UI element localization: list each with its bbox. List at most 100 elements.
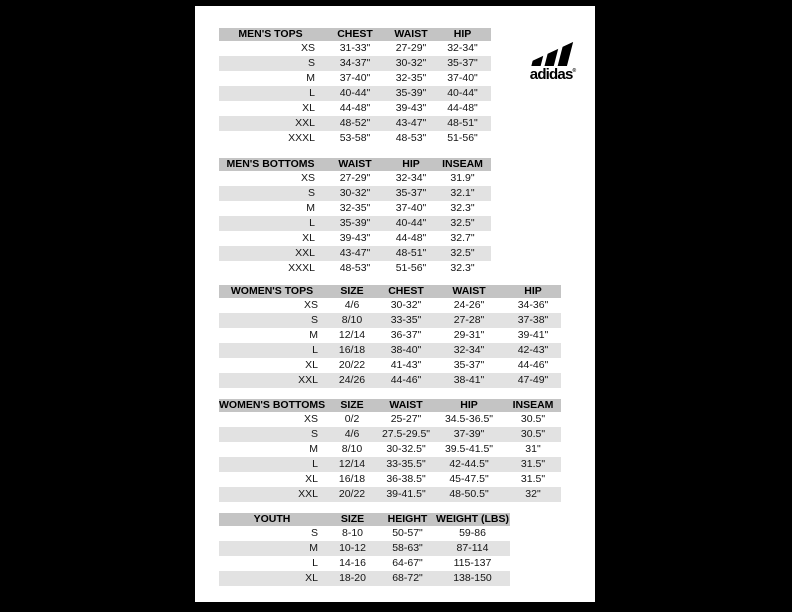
value-cell: 53-58" xyxy=(339,133,371,144)
value-cell: 32.3" xyxy=(450,263,475,274)
size-cell: S xyxy=(310,315,318,326)
value-cell: 37-40" xyxy=(395,203,427,214)
value-cell: 34-36" xyxy=(517,300,549,311)
header-cell: WAIST xyxy=(338,159,372,170)
header-cell: WOMEN'S TOPS xyxy=(230,286,314,297)
value-cell: 18-20 xyxy=(339,573,366,584)
registered-trademark-symbol: ® xyxy=(572,68,577,74)
header-cell: MEN'S TOPS xyxy=(238,29,303,40)
header-cell: WAIST xyxy=(394,29,428,40)
table-row: S 34-37" 30-32" 35-37" xyxy=(219,56,491,71)
value-cell: 48-53" xyxy=(339,263,371,274)
header-cell: HIP xyxy=(453,29,472,40)
table-row: XS 4/6 30-32" 24-26" 34-36" xyxy=(219,298,561,313)
value-cell: 44-48" xyxy=(447,103,478,114)
table-row: XS 27-29" 32-34" 31.9" xyxy=(219,171,491,186)
size-cell: S xyxy=(310,429,318,440)
value-cell: 40-44" xyxy=(447,88,478,99)
header-cell: HIP xyxy=(460,400,478,411)
value-cell: 31" xyxy=(525,444,541,455)
size-cell: XL xyxy=(305,474,318,485)
value-cell: 20/22 xyxy=(338,360,366,371)
value-cell: 64-67" xyxy=(392,558,423,569)
value-cell: 31.5" xyxy=(520,459,546,470)
table-row: XXXL 53-58" 48-53" 51-56" xyxy=(219,131,491,146)
size-cell: S xyxy=(310,528,318,539)
adidas-logo: adidas® xyxy=(525,42,581,82)
size-cell: M xyxy=(309,330,318,341)
value-cell: 48-52" xyxy=(339,118,371,129)
value-cell: 59-86 xyxy=(459,528,486,539)
table-row: M 37-40" 32-35" 37-40" xyxy=(219,71,491,86)
value-cell: 48-50.5" xyxy=(449,489,489,500)
value-cell: 32.5" xyxy=(450,218,475,229)
value-cell: 48-51" xyxy=(395,248,427,259)
adidas-wordmark: adidas® xyxy=(525,67,581,82)
value-cell: 45-47.5" xyxy=(449,474,489,485)
value-cell: 8/10 xyxy=(341,444,363,455)
brand-name: adidas xyxy=(529,66,574,83)
value-cell: 58-63" xyxy=(392,543,423,554)
table-row: S 8-10 50-57" 59-86 xyxy=(219,526,510,541)
value-cell: 30-32" xyxy=(395,58,427,69)
size-cell: S xyxy=(307,58,315,69)
value-cell: 115-137 xyxy=(453,558,492,569)
youth-header-row: YOUTH SIZE HEIGHT WEIGHT (LBS) xyxy=(219,513,510,526)
size-cell: S xyxy=(307,188,315,199)
value-cell: 35-39" xyxy=(395,88,427,99)
table-row: XL 44-48" 39-43" 44-48" xyxy=(219,101,491,116)
table-row: M 10-12 58-63" 87-114 xyxy=(219,541,510,556)
value-cell: 10-12 xyxy=(339,543,366,554)
size-cell: L xyxy=(312,459,318,470)
womens-tops-table: WOMEN'S TOPS SIZE CHEST WAIST HIP XS 4/6 30-32"… xyxy=(219,285,561,388)
size-cell: M xyxy=(309,543,318,554)
womens-bottoms-header-row: WOMEN'S BOTTOMS SIZE WAIST HIP INSEAM xyxy=(219,399,561,412)
size-cell: XXL xyxy=(295,118,315,129)
table-row: L 16/18 38-40" 32-34" 42-43" xyxy=(219,343,561,358)
value-cell: 40-44" xyxy=(339,88,371,99)
mens-bottoms-table: MEN'S BOTTOMS WAIST HIP INSEAM XS 27-29" 32-34… xyxy=(219,158,491,276)
size-cell: XXL xyxy=(298,375,318,386)
value-cell: 44-48" xyxy=(339,103,371,114)
value-cell: 43-47" xyxy=(395,118,427,129)
size-cell: L xyxy=(309,218,315,229)
value-cell: 42-44.5" xyxy=(449,459,489,470)
size-cell: M xyxy=(306,73,315,84)
table-row: XL 20/22 41-43" 35-37" 44-46" xyxy=(219,358,561,373)
value-cell: 16/18 xyxy=(338,345,366,356)
value-cell: 37-40" xyxy=(339,73,371,84)
value-cell: 30-32" xyxy=(390,300,422,311)
table-row: L 14-16 64-67" 115-137 xyxy=(219,556,510,571)
value-cell: 33-35.5" xyxy=(386,459,426,470)
table-row: XXL 20/22 39-41.5" 48-50.5" 32" xyxy=(219,487,561,502)
size-cell: XXL xyxy=(295,248,315,259)
mens-tops-table: MEN'S TOPS CHEST WAIST HIP XS 31-33" 27-29" 32-… xyxy=(219,28,491,146)
header-cell: INSEAM xyxy=(512,400,554,411)
value-cell: 32-34" xyxy=(453,345,485,356)
value-cell: 51-56" xyxy=(395,263,427,274)
table-row: XS 0/2 25-27" 34.5-36.5" 30.5" xyxy=(219,412,561,427)
table-row: M 8/10 30-32.5" 39.5-41.5" 31" xyxy=(219,442,561,457)
size-cell: M xyxy=(309,444,318,455)
value-cell: 48-51" xyxy=(447,118,478,129)
value-cell: 36-37" xyxy=(390,330,422,341)
table-row: M 32-35" 37-40" 32.3" xyxy=(219,201,491,216)
value-cell: 50-57" xyxy=(392,528,423,539)
header-cell: HIP xyxy=(524,286,542,297)
value-cell: 39-43" xyxy=(339,233,371,244)
value-cell: 27.5-29.5" xyxy=(381,429,431,440)
table-row: XXL 24/26 44-46" 38-41" 47-49" xyxy=(219,373,561,388)
value-cell: 14-16 xyxy=(339,558,366,569)
size-cell: XXXL xyxy=(288,263,315,274)
value-cell: 68-72" xyxy=(392,573,423,584)
table-row: S 4/6 27.5-29.5" 37-39" 30.5" xyxy=(219,427,561,442)
table-row: XL 16/18 36-38.5" 45-47.5" 31.5" xyxy=(219,472,561,487)
table-row: XL 39-43" 44-48" 32.7" xyxy=(219,231,491,246)
table-row: L 40-44" 35-39" 40-44" xyxy=(219,86,491,101)
header-cell: YOUTH xyxy=(253,514,291,525)
value-cell: 39.5-41.5" xyxy=(444,444,494,455)
value-cell: 42-43" xyxy=(517,345,549,356)
table-row: XXL 43-47" 48-51" 32.5" xyxy=(219,246,491,261)
value-cell: 35-37" xyxy=(447,58,478,69)
